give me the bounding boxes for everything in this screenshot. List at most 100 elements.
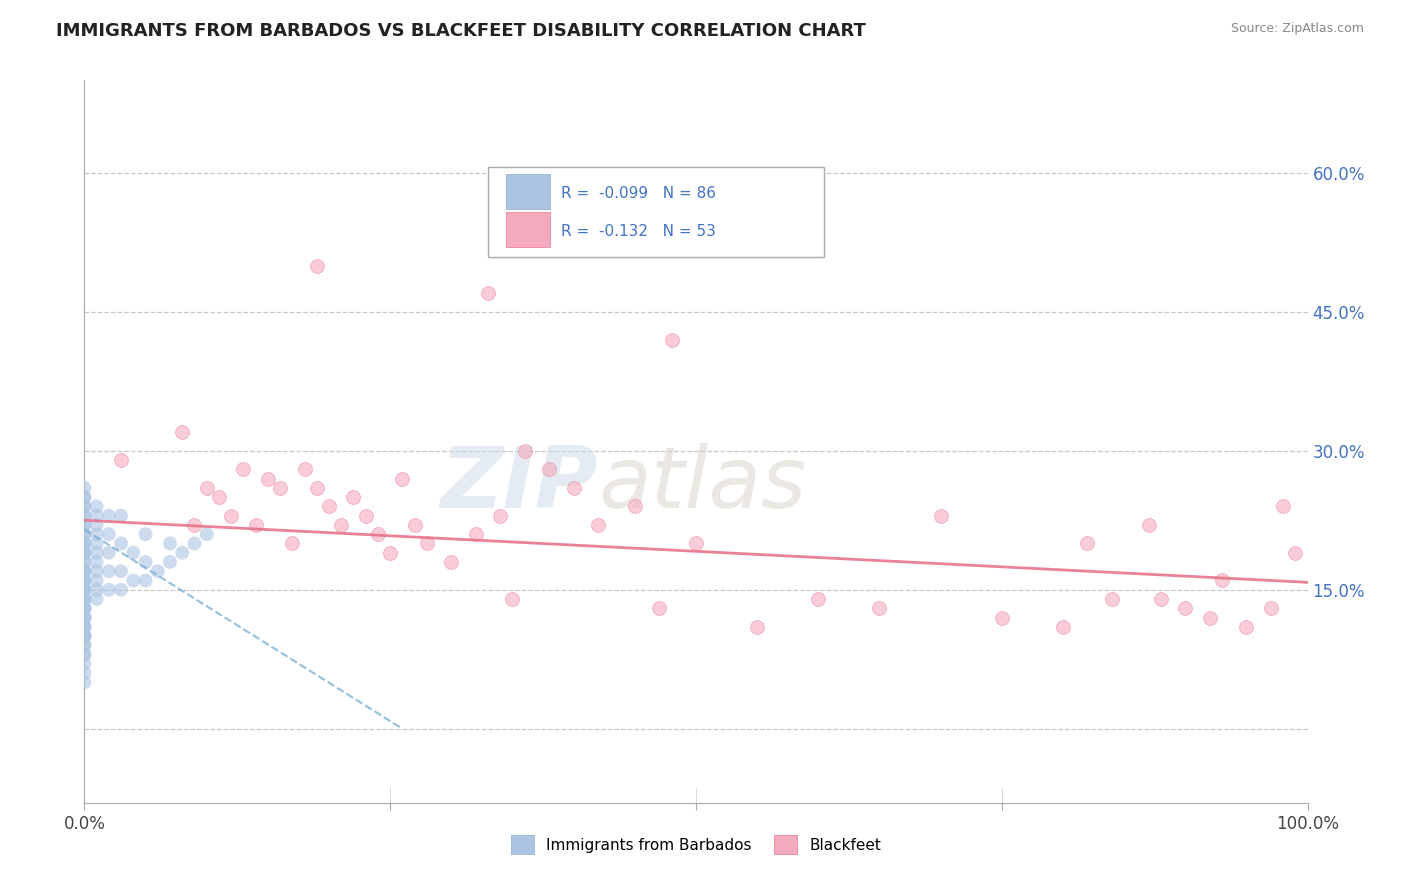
Point xyxy=(73,564,96,578)
Point xyxy=(354,508,377,523)
Point xyxy=(86,555,108,569)
Point xyxy=(97,582,120,597)
FancyBboxPatch shape xyxy=(506,212,550,247)
Point xyxy=(86,564,108,578)
Point xyxy=(73,582,96,597)
Point xyxy=(586,517,609,532)
Point xyxy=(86,517,108,532)
Point xyxy=(391,472,413,486)
Point xyxy=(110,508,132,523)
Point xyxy=(73,638,96,652)
Point xyxy=(489,508,512,523)
Point xyxy=(367,527,389,541)
Point xyxy=(183,536,205,550)
Point xyxy=(73,601,96,615)
Text: R =  -0.099   N = 86: R = -0.099 N = 86 xyxy=(561,186,717,201)
Point xyxy=(86,536,108,550)
Point xyxy=(97,546,120,560)
Point xyxy=(232,462,254,476)
Point xyxy=(159,536,181,550)
Point xyxy=(86,546,108,560)
Point xyxy=(416,536,439,550)
Point xyxy=(159,555,181,569)
Point xyxy=(73,601,96,615)
Point xyxy=(73,508,96,523)
Point xyxy=(73,582,96,597)
Point xyxy=(135,527,157,541)
Point xyxy=(1174,601,1197,615)
Point xyxy=(624,500,647,514)
Point xyxy=(1076,536,1098,550)
Point xyxy=(195,481,218,495)
Point xyxy=(73,666,96,681)
Point xyxy=(73,601,96,615)
Point xyxy=(73,536,96,550)
Point xyxy=(281,536,304,550)
Point xyxy=(73,546,96,560)
Point xyxy=(1260,601,1282,615)
Point xyxy=(73,481,96,495)
Point xyxy=(73,564,96,578)
Point xyxy=(86,527,108,541)
Point xyxy=(73,620,96,634)
Point xyxy=(73,564,96,578)
Point xyxy=(464,527,486,541)
Point xyxy=(257,472,280,486)
Point xyxy=(477,286,499,301)
Point xyxy=(305,259,328,273)
Point xyxy=(73,592,96,607)
Point xyxy=(73,527,96,541)
Point xyxy=(73,546,96,560)
Point xyxy=(1101,592,1123,607)
Point xyxy=(73,592,96,607)
Point xyxy=(318,500,340,514)
Point xyxy=(1236,620,1258,634)
Point xyxy=(562,481,585,495)
Point xyxy=(1211,574,1233,588)
Point xyxy=(1052,620,1074,634)
Point xyxy=(1272,500,1295,514)
Point xyxy=(929,508,952,523)
Point xyxy=(513,443,536,458)
FancyBboxPatch shape xyxy=(488,167,824,257)
Point xyxy=(73,536,96,550)
Point xyxy=(73,508,96,523)
Point xyxy=(86,582,108,597)
Point xyxy=(73,629,96,643)
Point xyxy=(86,592,108,607)
Point xyxy=(73,610,96,624)
FancyBboxPatch shape xyxy=(506,174,550,209)
Point xyxy=(172,425,194,440)
Point xyxy=(172,546,194,560)
Text: IMMIGRANTS FROM BARBADOS VS BLACKFEET DISABILITY CORRELATION CHART: IMMIGRANTS FROM BARBADOS VS BLACKFEET DI… xyxy=(56,22,866,40)
Point xyxy=(110,536,132,550)
Point xyxy=(502,592,524,607)
Point xyxy=(110,564,132,578)
Point xyxy=(73,546,96,560)
Point xyxy=(73,601,96,615)
Point xyxy=(73,517,96,532)
Point xyxy=(73,675,96,690)
Legend: Immigrants from Barbados, Blackfeet: Immigrants from Barbados, Blackfeet xyxy=(505,830,887,860)
Point xyxy=(73,500,96,514)
Point xyxy=(208,490,231,504)
Point xyxy=(1137,517,1160,532)
Point xyxy=(73,629,96,643)
Point xyxy=(73,517,96,532)
Point xyxy=(73,527,96,541)
Point xyxy=(73,629,96,643)
Point xyxy=(73,555,96,569)
Point xyxy=(991,610,1014,624)
Point xyxy=(1198,610,1220,624)
Point xyxy=(73,555,96,569)
Point xyxy=(86,500,108,514)
Point xyxy=(73,648,96,662)
Text: atlas: atlas xyxy=(598,443,806,526)
Point xyxy=(73,657,96,671)
Point xyxy=(135,574,157,588)
Point xyxy=(73,490,96,504)
Point xyxy=(97,527,120,541)
Point xyxy=(73,610,96,624)
Point xyxy=(330,517,353,532)
Point xyxy=(122,546,145,560)
